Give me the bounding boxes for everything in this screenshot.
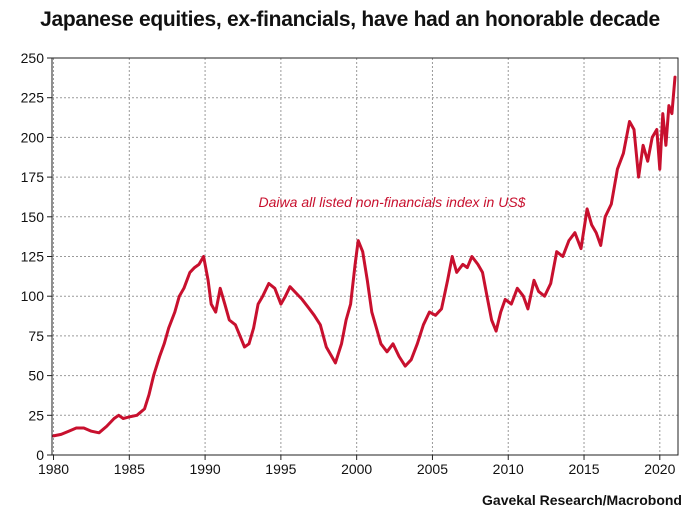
x-tick-label: 2000 (341, 461, 372, 477)
y-tick-label: 50 (28, 368, 44, 384)
y-tick-label: 150 (21, 209, 45, 225)
x-tick-label: 1985 (114, 461, 145, 477)
y-axis-tick-labels: 0 25 50 75 100 125 150 175 200 225 250 (21, 50, 45, 463)
x-tick-label: 2005 (417, 461, 448, 477)
y-tick-label: 25 (28, 407, 44, 423)
series-layer (52, 75, 677, 438)
x-tick-label: 2010 (493, 461, 524, 477)
series-annotation: Daiwa all listed non-financials index in… (259, 194, 526, 210)
x-tick-label: 2020 (644, 461, 675, 477)
y-tick-label: 225 (21, 90, 45, 106)
x-tick-label: 1995 (265, 461, 296, 477)
series-line (52, 75, 677, 438)
y-tick-label: 250 (21, 50, 45, 66)
x-tick-label: 2015 (568, 461, 599, 477)
y-tick-label: 125 (21, 249, 45, 265)
chart-title: Japanese equities, ex-financials, have h… (40, 8, 660, 31)
source-label: Gavekal Research/Macrobond (482, 492, 682, 508)
y-tick-label: 200 (21, 129, 45, 145)
y-tick-label: 75 (28, 328, 44, 344)
y-tick-label: 0 (36, 447, 44, 463)
x-tick-label: 1990 (190, 461, 221, 477)
x-tick-label: 1980 (38, 461, 69, 477)
x-axis-tick-labels: 1980 1985 1990 1995 2000 2005 2010 2015 2020 (38, 461, 676, 477)
plot-area-border (51, 57, 679, 456)
grid-lines (52, 58, 678, 455)
y-tick-label: 100 (21, 288, 45, 304)
axis-ticks (47, 57, 661, 460)
y-tick-label: 175 (21, 169, 45, 185)
